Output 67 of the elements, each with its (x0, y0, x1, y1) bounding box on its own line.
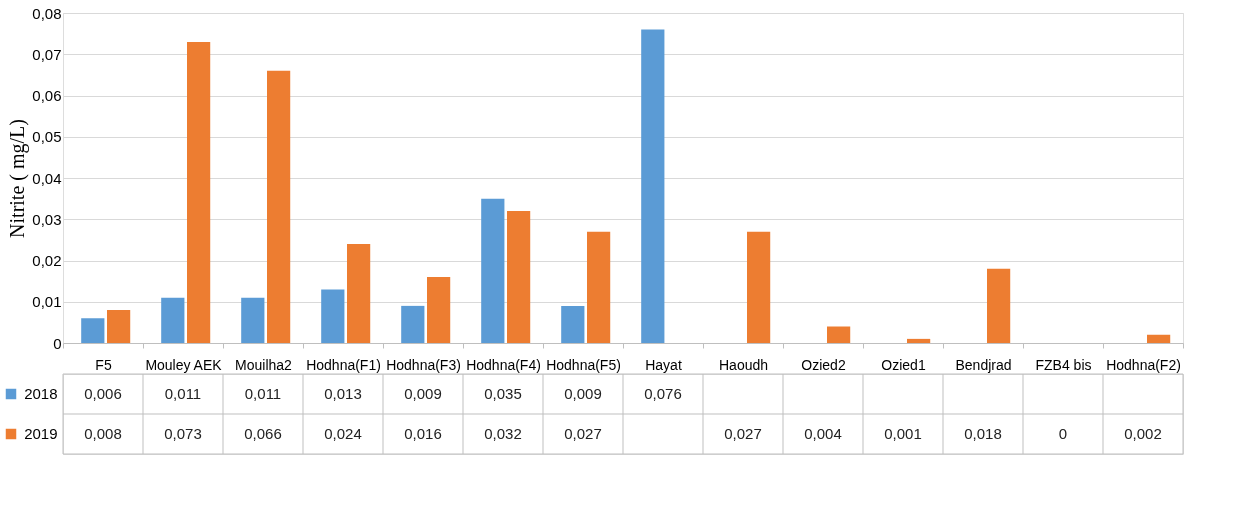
x-tick-label: Ozied2 (801, 356, 846, 373)
x-tick-label: FZB4 bis (1035, 356, 1092, 373)
bar (747, 231, 771, 343)
bar (987, 268, 1011, 343)
data-label: 0,016 (404, 425, 442, 442)
x-tick-label: Hodhna(F2) (1106, 356, 1181, 373)
y-tick-label: 0,06 (32, 87, 62, 104)
x-tick-label: Bendjrad (955, 356, 1012, 373)
data-label: 0,001 (884, 425, 922, 442)
bar (587, 231, 611, 343)
y-tick-label: 0 (53, 334, 62, 352)
y-tick-label: 0,05 (32, 128, 62, 146)
bar (347, 244, 371, 343)
data-label: 0,008 (84, 425, 122, 442)
data-label: 0,009 (404, 385, 442, 402)
y-axis-title: Nitrite ( mg/L) (6, 119, 30, 238)
data-label: 0,076 (644, 385, 682, 402)
bar (507, 211, 531, 343)
data-label: 0,011 (164, 385, 202, 402)
y-tick-label: 0,04 (32, 169, 62, 187)
x-tick-label: Hodhna(F1) (306, 356, 381, 373)
x-tick-label: Haoudh (718, 356, 769, 373)
bar (1147, 334, 1171, 343)
y-tick-label: 0,01 (32, 293, 62, 311)
bar (401, 305, 425, 343)
data-label: 0,018 (964, 425, 1002, 442)
bar (107, 310, 131, 343)
x-tick-label: Hayat (645, 356, 682, 373)
x-tick-label: Mouilha2 (235, 356, 293, 373)
data-label: 0,032 (484, 425, 522, 442)
data-label: 0,027 (564, 425, 602, 442)
legend-label: 2018 (24, 385, 58, 402)
x-tick-label: Hodhna(F3) (386, 356, 461, 373)
bar (427, 277, 451, 343)
x-tick-label: F5 (95, 356, 112, 373)
data-label: 0,006 (84, 385, 122, 402)
data-label: 0,009 (564, 385, 602, 402)
bar (241, 297, 265, 343)
data-label: 0,011 (244, 385, 282, 402)
bar (641, 29, 665, 343)
bar (561, 305, 585, 343)
y-tick-label: 0,03 (32, 210, 62, 228)
bar (481, 198, 505, 343)
data-label: 0 (1058, 425, 1068, 442)
bar (907, 338, 931, 343)
x-tick-label: Ozied1 (881, 356, 926, 373)
y-tick-label: 0,08 (32, 4, 62, 22)
data-label: 0,027 (724, 425, 762, 442)
data-label: 0,035 (484, 385, 522, 402)
data-label: 0,004 (804, 425, 842, 442)
x-tick-label: Mouley AEK (145, 356, 223, 373)
bar (321, 289, 345, 343)
data-label: 0,066 (244, 425, 282, 442)
bar (161, 297, 185, 343)
bar (187, 41, 211, 343)
x-tick-label: Hodhna(F4) (466, 356, 541, 373)
data-label: 0,013 (324, 385, 362, 402)
bar (81, 318, 105, 343)
data-label: 0,024 (324, 425, 362, 442)
bar (827, 326, 851, 343)
legend-label: 2019 (24, 425, 58, 442)
data-label: 0,002 (1124, 425, 1162, 442)
y-tick-label: 0,02 (32, 252, 62, 269)
bar (267, 70, 291, 343)
y-tick-label: 0,07 (32, 45, 62, 63)
x-tick-label: Hodhna(F5) (546, 356, 621, 373)
data-label: 0,073 (164, 425, 202, 442)
